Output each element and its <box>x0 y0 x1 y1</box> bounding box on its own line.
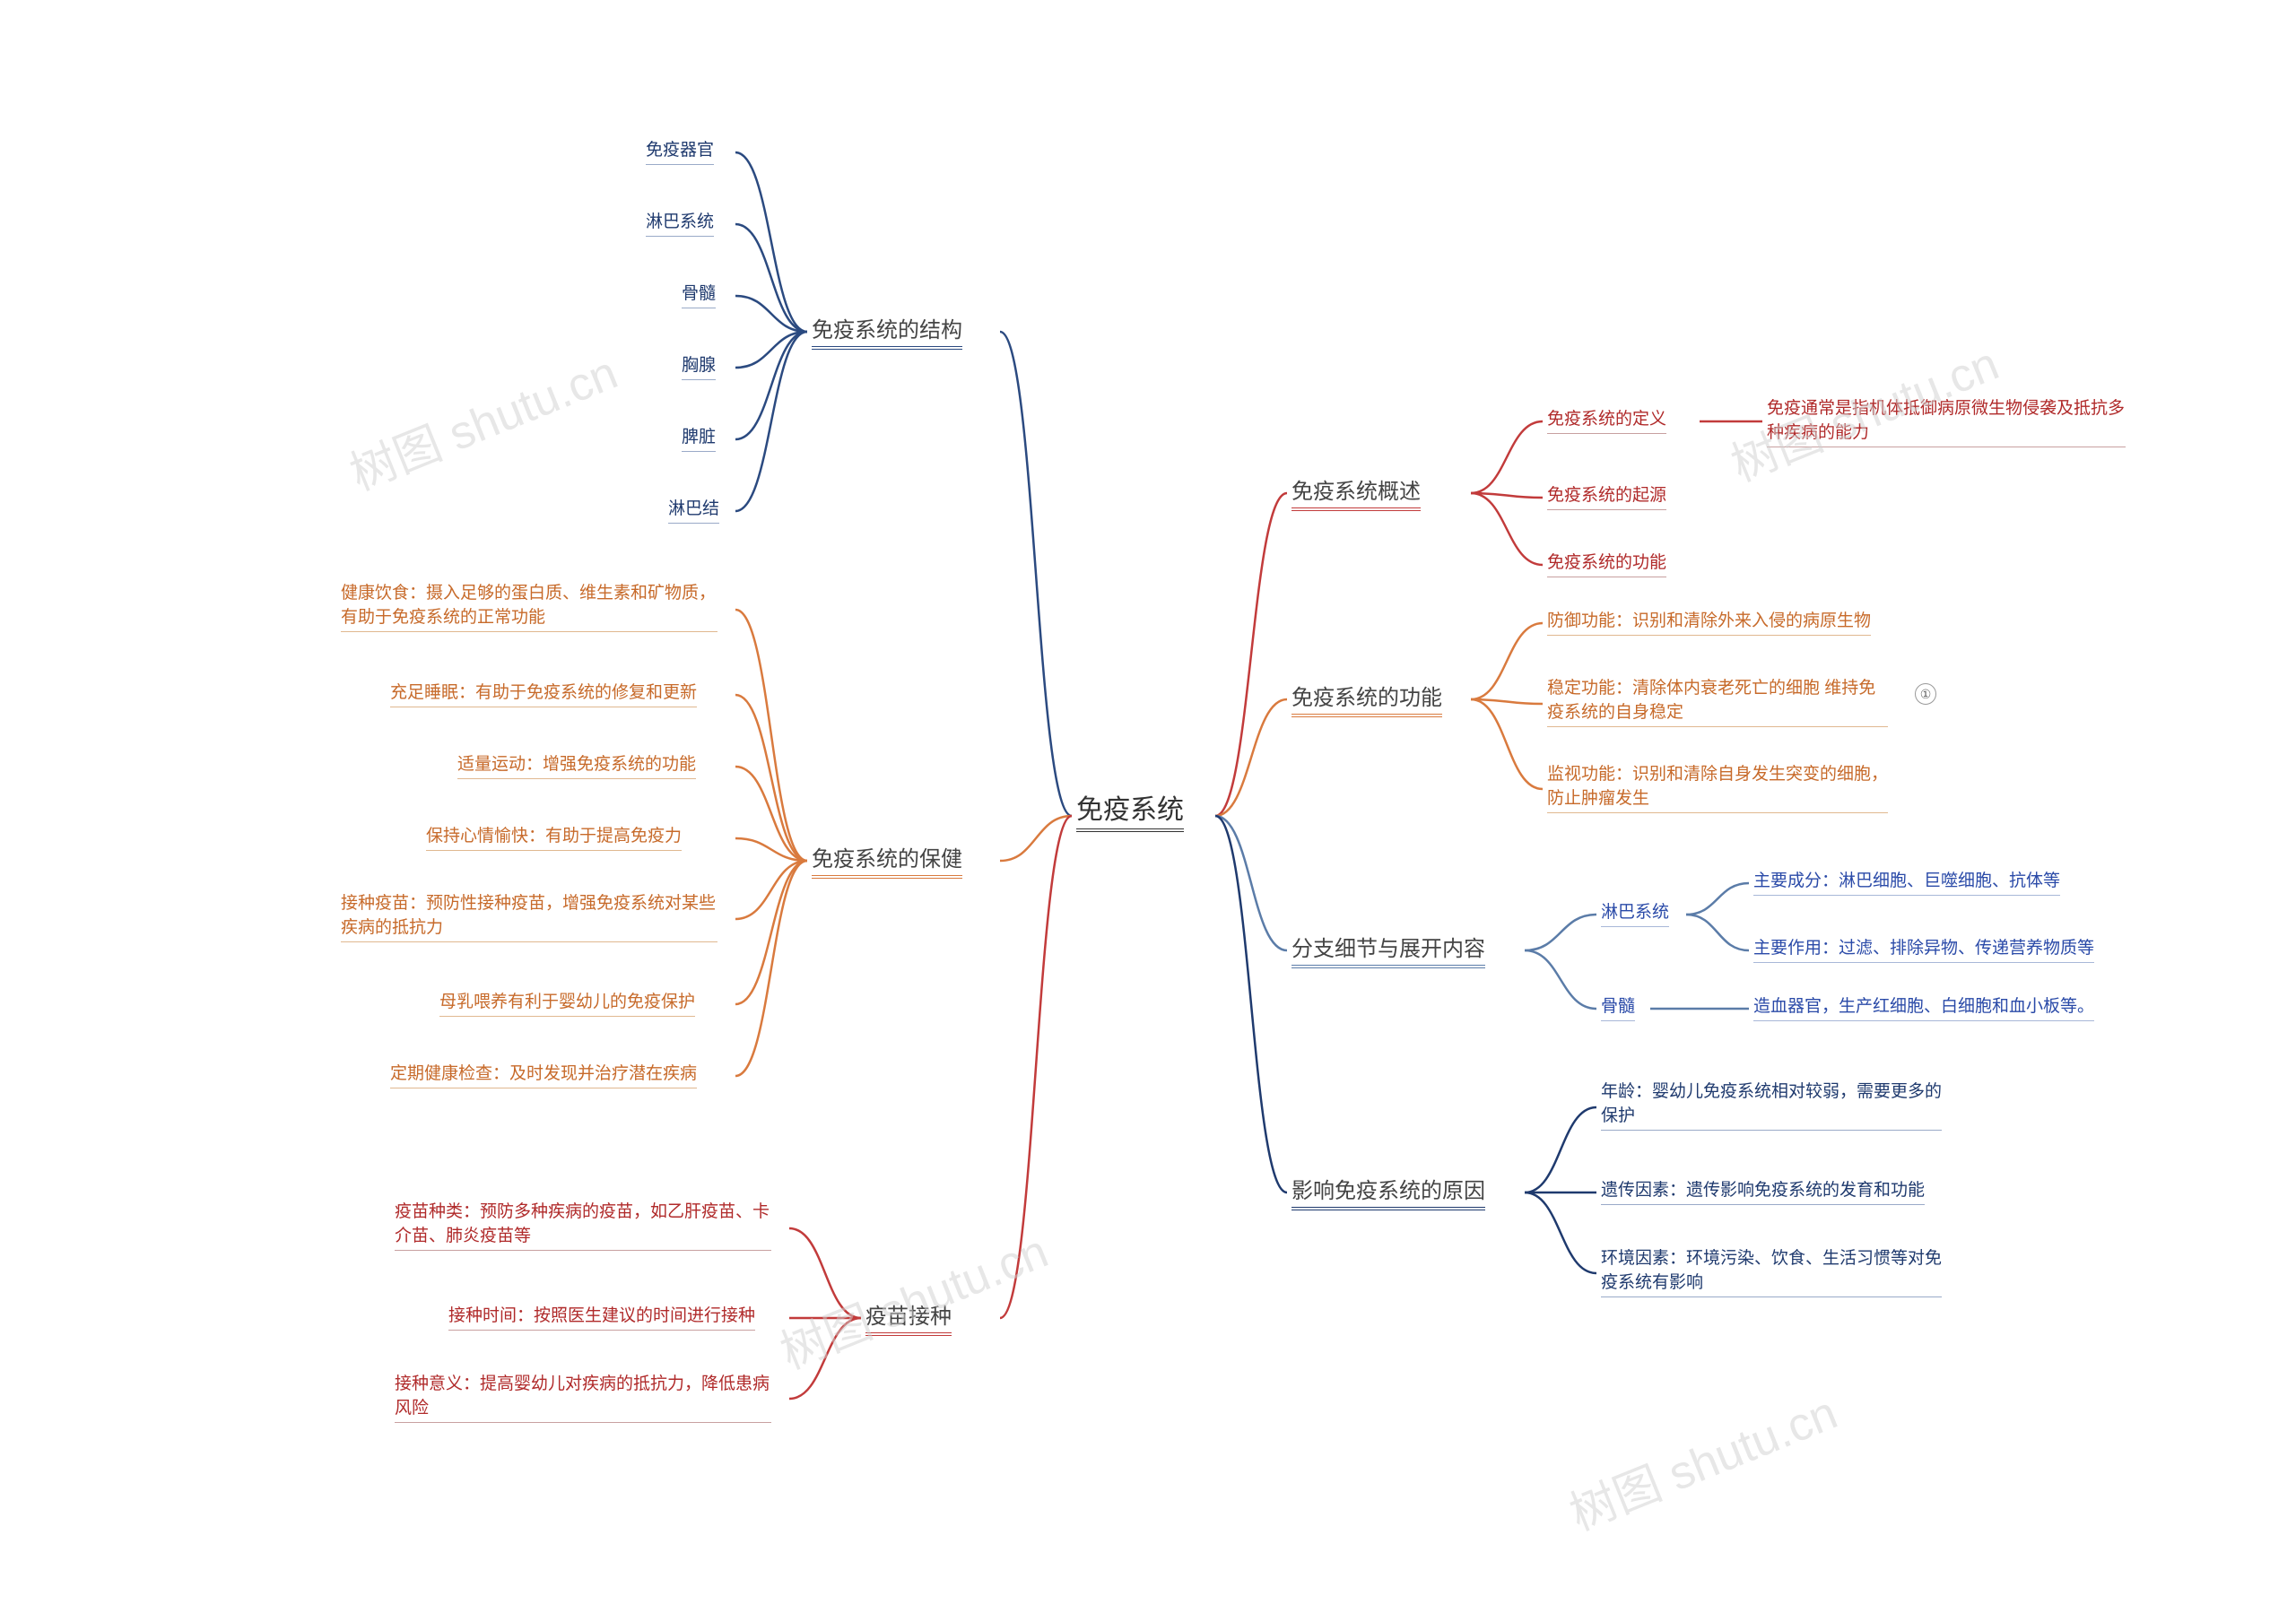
branch-vaccine: 疫苗接种 <box>865 1298 952 1336</box>
branch-overview: 免疫系统概述 <box>1292 473 1421 511</box>
mindmap-canvas: 免疫系统 免疫系统概述 免疫系统的定义 免疫通常是指机体抵御病原微生物侵袭及抵抗… <box>0 0 2296 1613</box>
leaf-origin: 免疫系统的起源 <box>1547 481 1666 510</box>
branch-vaccine-label: 疫苗接种 <box>865 1298 952 1336</box>
branch-health-label: 免疫系统的保健 <box>812 841 962 879</box>
leaf-marrow-detail: 造血器官，生产红细胞、白细胞和血小板等。 <box>1753 993 2094 1021</box>
leaf-monitor: 监视功能：识别和清除自身发生突变的细胞，防止肿瘤发生 <box>1547 760 1888 813</box>
leaf-lymph-comp: 主要成分：淋巴细胞、巨噬细胞、抗体等 <box>1753 867 2060 896</box>
branch-factors: 影响免疫系统的原因 <box>1292 1173 1485 1210</box>
leaf-def-detail: 免疫通常是指机体抵御病原微生物侵袭及抵抗多种疾病的能力 <box>1767 395 2126 447</box>
leaf-vac-meaning: 接种意义：提高婴幼儿对疾病的抵抗力，降低患病风险 <box>395 1370 771 1423</box>
root-node: 免疫系统 <box>1076 787 1184 827</box>
leaf-vac-type: 疫苗种类：预防多种疾病的疫苗，如乙肝疫苗、卡介苗、肺炎疫苗等 <box>395 1198 771 1251</box>
leaf-exercise: 适量运动：增强免疫系统的功能 <box>457 750 696 779</box>
leaf-thymus: 胸腺 <box>682 351 716 380</box>
leaf-age: 年龄：婴幼儿免疫系统相对较弱，需要更多的保护 <box>1601 1078 1942 1131</box>
branch-function-label: 免疫系统的功能 <box>1292 680 1442 717</box>
leaf-lymph-func: 主要作用：过滤、排除异物、传递营养物质等 <box>1753 934 2094 963</box>
branch-detail-label: 分支细节与展开内容 <box>1292 931 1485 968</box>
branch-structure: 免疫系统的结构 <box>812 312 962 350</box>
leaf-func0: 免疫系统的功能 <box>1547 549 1666 577</box>
leaf-defense: 防御功能：识别和清除外来入侵的病原生物 <box>1547 607 1871 636</box>
badge-1: ① <box>1915 683 1936 705</box>
leaf-stable: 稳定功能：清除体内衰老死亡的细胞 维持免疫系统的自身稳定 <box>1547 674 1888 727</box>
branch-function: 免疫系统的功能 <box>1292 680 1442 717</box>
leaf-def: 免疫系统的定义 <box>1547 405 1666 434</box>
leaf-vaccine2: 接种疫苗：预防性接种疫苗，增强免疫系统对某些疾病的抵抗力 <box>341 889 718 942</box>
leaf-lymph2: 淋巴系统 <box>646 208 714 237</box>
leaf-diet: 健康饮食：摄入足够的蛋白质、维生素和矿物质，有助于免疫系统的正常功能 <box>341 579 718 632</box>
leaf-genetic: 遗传因素：遗传影响免疫系统的发育和功能 <box>1601 1176 1925 1205</box>
leaf-checkup: 定期健康检查：及时发现并治疗潜在疾病 <box>390 1060 697 1088</box>
leaf-env: 环境因素：环境污染、饮食、生活习惯等对免疫系统有影响 <box>1601 1244 1942 1297</box>
root-label: 免疫系统 <box>1076 795 1184 832</box>
branch-overview-label: 免疫系统概述 <box>1292 473 1421 511</box>
branch-structure-label: 免疫系统的结构 <box>812 312 962 350</box>
branch-detail: 分支细节与展开内容 <box>1292 931 1485 968</box>
branch-health: 免疫系统的保健 <box>812 841 962 879</box>
leaf-sleep: 充足睡眠：有助于免疫系统的修复和更新 <box>390 679 697 707</box>
leaf-lymph: 淋巴系统 <box>1601 898 1669 927</box>
branch-factors-label: 影响免疫系统的原因 <box>1292 1173 1485 1210</box>
leaf-marrow: 骨髓 <box>1601 993 1635 1021</box>
leaf-breastfeed: 母乳喂养有利于婴幼儿的免疫保护 <box>439 988 695 1017</box>
leaf-spleen: 脾脏 <box>682 423 716 452</box>
leaf-node: 淋巴结 <box>668 495 719 524</box>
leaf-marrow2: 骨髓 <box>682 280 716 308</box>
leaf-vac-time: 接种时间：按照医生建议的时间进行接种 <box>448 1302 755 1331</box>
leaf-organ: 免疫器官 <box>646 136 714 165</box>
leaf-mood: 保持心情愉快：有助于提高免疫力 <box>426 822 682 851</box>
